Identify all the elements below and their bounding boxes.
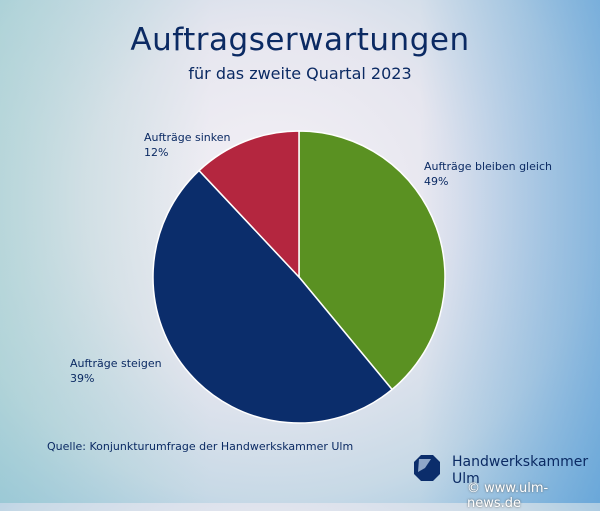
label-steigen: Aufträge steigen 39%	[70, 357, 162, 385]
label-bleiben-gleich: Aufträge bleiben gleich 49%	[424, 160, 552, 188]
pie-slice-1	[152, 169, 394, 424]
pie-slice-0	[298, 130, 446, 391]
chart-subtitle: für das zweite Quartal 2023	[188, 64, 412, 83]
logo-text-line1: Handwerkskammer	[452, 454, 589, 470]
watermark: © www.ulm-news.de	[467, 481, 549, 511]
source-note: Quelle: Konjunkturumfrage der Handwerksk…	[47, 440, 354, 453]
chart-title: Auftragserwartungen	[130, 22, 470, 58]
handwerkskammer-logo-icon	[414, 455, 440, 481]
pie-slice-2	[197, 130, 300, 279]
logo-text-line2: Ulm	[452, 471, 480, 487]
label-sinken: Aufträge sinken 12%	[144, 131, 231, 159]
